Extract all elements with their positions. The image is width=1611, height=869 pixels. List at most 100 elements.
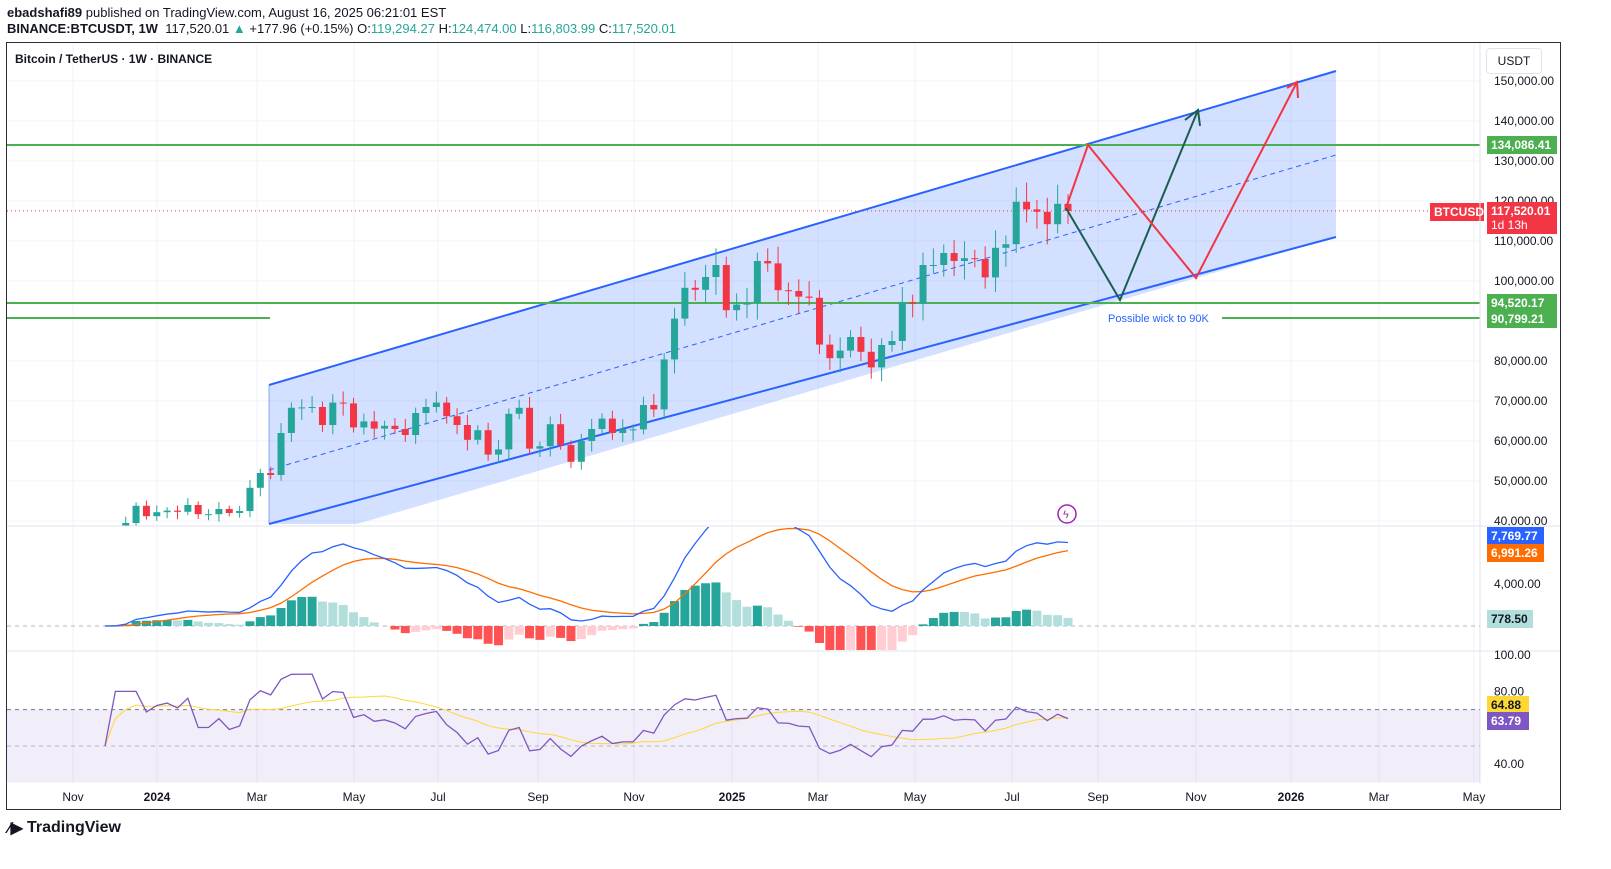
candle-body xyxy=(350,403,358,428)
candle-body xyxy=(981,259,989,278)
macd-histogram-bar xyxy=(846,626,856,650)
candle-body xyxy=(774,263,782,291)
candle-body xyxy=(950,253,958,261)
macd-histogram-bar xyxy=(877,626,887,650)
candle-body xyxy=(360,421,368,428)
macd-histogram-bar xyxy=(535,626,545,640)
macd-histogram-bar xyxy=(514,626,524,635)
macd-histogram-bar xyxy=(638,623,648,626)
candle-body xyxy=(1012,201,1020,245)
time-tick: Sep xyxy=(527,790,549,804)
time-tick: Nov xyxy=(623,790,644,804)
symbol-tag-bg xyxy=(1430,203,1484,221)
price-tick: 50,000.00 xyxy=(1494,474,1548,488)
macd-histogram-bar xyxy=(711,582,721,626)
candle-body xyxy=(805,296,813,298)
rsi-line xyxy=(104,673,1069,758)
macd-histogram-bar xyxy=(504,626,514,640)
macd-histogram-bar xyxy=(442,626,452,631)
macd-line xyxy=(104,527,1069,627)
candle-body xyxy=(122,523,130,526)
candle-body xyxy=(422,407,430,413)
macd-histogram-bar xyxy=(959,612,969,626)
macd-histogram-bar xyxy=(618,626,628,630)
candle-body xyxy=(1033,209,1041,212)
time-tick: 2026 xyxy=(1278,790,1305,804)
candle-body xyxy=(102,531,109,533)
candle-body xyxy=(443,402,451,417)
candle-body xyxy=(153,512,161,517)
level-label: 134,086.41 xyxy=(1491,138,1551,152)
price-tick: 70,000.00 xyxy=(1494,394,1548,408)
macd-histogram-bar xyxy=(255,617,265,626)
macd-histogram-bar xyxy=(462,626,472,639)
macd-histogram-bar xyxy=(525,626,535,639)
candle-body xyxy=(588,429,596,441)
macd-histogram-bar xyxy=(338,605,348,626)
close: 117,520.01 xyxy=(611,21,676,36)
tv-logo-icon: ⁄▶ xyxy=(8,820,23,837)
macd-histogram-bar xyxy=(1063,617,1073,626)
candle-body xyxy=(650,405,658,410)
candle-body xyxy=(815,297,823,345)
time-tick: May xyxy=(1463,790,1486,804)
candle-body xyxy=(743,303,751,305)
level-label: 90,799.21 xyxy=(1491,312,1545,326)
currency-button[interactable]: USDT xyxy=(1486,48,1542,74)
publish-info: ebadshafi89 published on TradingView.com… xyxy=(7,5,446,20)
macd-histogram-bar xyxy=(742,606,752,626)
macd-signal-line xyxy=(104,527,1069,627)
candle-body xyxy=(940,253,948,265)
macd-histogram-bar xyxy=(597,626,607,631)
candle-body xyxy=(505,413,513,450)
arrowhead-red xyxy=(1286,80,1299,99)
candle-body xyxy=(246,487,254,511)
time-tick: Jul xyxy=(1004,790,1019,804)
candle-body xyxy=(277,433,285,475)
chart-frame[interactable] xyxy=(6,42,1561,810)
candle-body xyxy=(847,337,855,351)
candle-body xyxy=(722,265,730,311)
macd-histogram-bar xyxy=(545,626,555,637)
macd-histogram-bar xyxy=(276,608,286,626)
candle-body xyxy=(733,304,741,311)
rsi-value-label-bg xyxy=(1487,712,1529,730)
macd-histogram-bar xyxy=(297,597,307,626)
time-tick: 2024 xyxy=(144,790,171,804)
candle-body xyxy=(753,261,761,303)
candle-body xyxy=(577,441,585,462)
macd-histogram-bar xyxy=(649,622,659,626)
candle-body xyxy=(878,345,886,368)
macd-histogram-bar xyxy=(369,622,379,626)
macd-histogram-bar xyxy=(804,626,814,632)
level-label: 94,520.17 xyxy=(1491,296,1545,310)
candle-body xyxy=(681,287,689,319)
candle-body xyxy=(598,418,606,429)
macd-histogram-bar xyxy=(152,620,162,626)
candle-body xyxy=(205,514,213,516)
candle-body xyxy=(236,511,244,513)
author[interactable]: ebadshafi89 xyxy=(7,5,83,20)
macd-histogram-bar xyxy=(1032,610,1042,626)
candle-body xyxy=(132,505,140,523)
candle-body xyxy=(888,341,896,345)
candle-body xyxy=(971,258,979,260)
macd-histogram-bar xyxy=(991,617,1001,626)
macd-histogram-bar xyxy=(908,626,918,636)
hist-value-label: 778.50 xyxy=(1491,612,1528,626)
candle-body xyxy=(329,402,337,425)
time-tick: May xyxy=(343,790,366,804)
tradingview-logo[interactable]: ⁄▶ TradingView xyxy=(8,819,121,837)
macd-histogram-bar xyxy=(286,600,296,626)
macd-histogram-bar xyxy=(473,626,483,640)
macd-histogram-bar xyxy=(1022,609,1032,626)
candle-body xyxy=(225,509,233,513)
candle-body xyxy=(412,413,420,435)
macd-histogram-bar xyxy=(918,624,928,626)
candle-body xyxy=(515,407,523,414)
symbol: BINANCE:BTCUSDT, 1W xyxy=(7,21,158,36)
price-tick: 140,000.00 xyxy=(1494,114,1554,128)
candle-body xyxy=(712,265,720,277)
flash-glyph: ϟ xyxy=(1063,509,1069,521)
